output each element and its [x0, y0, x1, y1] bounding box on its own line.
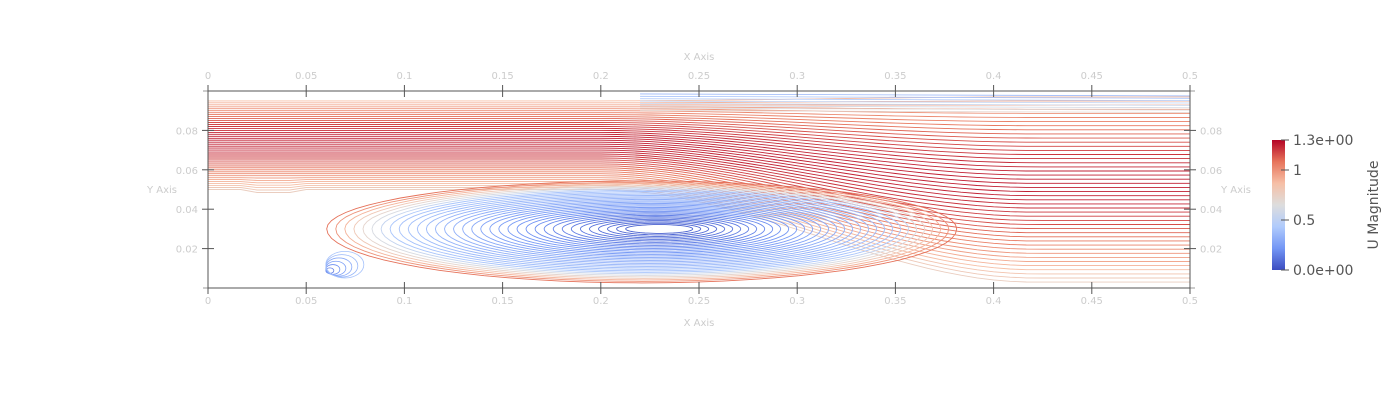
y-axis-title-left: Y Axis — [146, 185, 177, 196]
streamline — [640, 94, 1190, 96]
y-tick-label-right: 0.06 — [1200, 166, 1222, 177]
x-tick-label-bottom: 0.3 — [789, 296, 805, 307]
streamlines — [208, 94, 1190, 283]
x-tick-label-bottom: 0.05 — [295, 296, 317, 307]
color-legend-tick-label: 0.0e+00 — [1293, 263, 1353, 279]
y-tick-label-left: 0.08 — [176, 126, 198, 137]
y-tick-label-left: 0.06 — [176, 166, 198, 177]
y-tick-label-left: 0.02 — [176, 245, 198, 256]
x-tick-label-top: 0.25 — [688, 71, 710, 82]
vortex-streamline — [608, 222, 709, 237]
x-tick-label-top: 0.15 — [491, 71, 513, 82]
x-tick-label-top: 0.5 — [1182, 71, 1198, 82]
color-legend-tick-label: 1 — [1293, 163, 1302, 179]
x-tick-label-top: 0 — [205, 71, 211, 82]
color-legend-tick-label: 0.5 — [1293, 213, 1315, 229]
x-tick-label-top: 0.4 — [986, 71, 1002, 82]
x-tick-label-bottom: 0.5 — [1182, 296, 1198, 307]
x-tick-label-bottom: 0 — [205, 296, 211, 307]
x-tick-label-top: 0.1 — [396, 71, 412, 82]
x-tick-label-bottom: 0.1 — [396, 296, 412, 307]
streamline — [208, 168, 1190, 237]
x-tick-label-top: 0.05 — [295, 71, 317, 82]
y-tick-label-right: 0.08 — [1200, 126, 1222, 137]
y-tick-label-right: 0.02 — [1200, 245, 1222, 256]
x-tick-label-top: 0.35 — [884, 71, 906, 82]
x-axis-title-bottom: X Axis — [684, 318, 715, 329]
color-legend: U Magnitude 0.0e+00 0.5 1 1.3e+00 — [1272, 133, 1382, 279]
color-legend-bar — [1272, 140, 1285, 270]
color-legend-tick-label: 1.3e+00 — [1293, 133, 1353, 149]
x-tick-label-top: 0.3 — [789, 71, 805, 82]
x-tick-label-bottom: 0.4 — [986, 296, 1002, 307]
x-tick-label-bottom: 0.15 — [491, 296, 513, 307]
x-tick-label-top: 0.45 — [1081, 71, 1103, 82]
vortex-streamline — [472, 202, 829, 259]
x-tick-label-bottom: 0.25 — [688, 296, 710, 307]
y-tick-label-right: 0.04 — [1200, 205, 1222, 216]
y-tick-label-left: 0.04 — [176, 205, 198, 216]
color-legend-title: U Magnitude — [1366, 161, 1382, 250]
x-tick-label-bottom: 0.2 — [593, 296, 609, 307]
x-tick-label-top: 0.2 — [593, 71, 609, 82]
x-tick-label-bottom: 0.35 — [884, 296, 906, 307]
vortex-streamline — [381, 189, 909, 274]
y-axis-title-right: Y Axis — [1220, 185, 1251, 196]
x-tick-label-bottom: 0.45 — [1081, 296, 1103, 307]
vortex-streamline — [626, 225, 693, 234]
x-axis-title-top: X Axis — [684, 52, 715, 63]
